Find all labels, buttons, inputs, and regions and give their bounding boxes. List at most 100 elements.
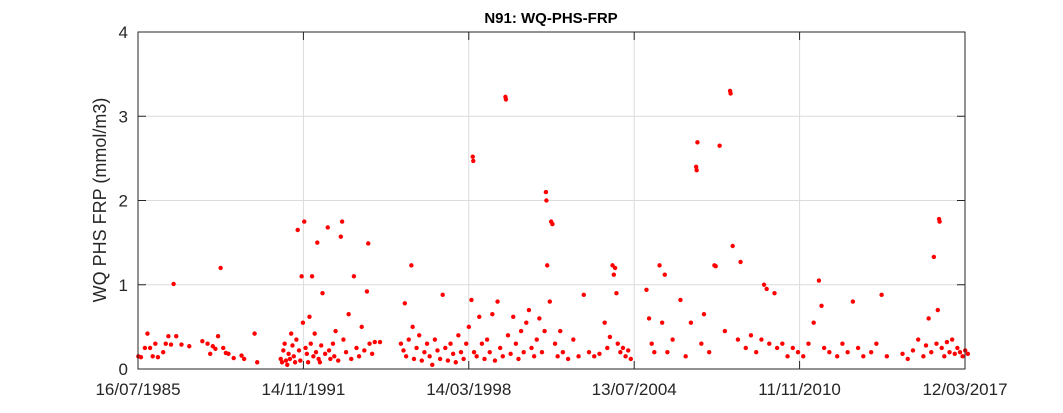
- data-point: [343, 349, 349, 355]
- data-point: [615, 341, 620, 346]
- data-point: [644, 287, 649, 293]
- data-point: [957, 349, 963, 355]
- data-point: [558, 328, 563, 334]
- data-point: [652, 349, 657, 355]
- data-point: [518, 328, 524, 334]
- data-point: [659, 320, 665, 325]
- data-point: [179, 342, 184, 347]
- data-point: [581, 292, 586, 298]
- data-point: [308, 341, 313, 346]
- data-point: [403, 354, 409, 359]
- data-point: [145, 331, 150, 336]
- data-point: [316, 356, 321, 362]
- data-point: [607, 334, 613, 340]
- x-tick-label: 16/07/1985: [95, 380, 180, 399]
- data-point: [774, 345, 780, 351]
- data-point: [576, 354, 581, 359]
- data-point: [471, 349, 477, 355]
- data-point: [717, 143, 722, 148]
- data-point: [302, 219, 307, 224]
- data-point: [299, 274, 304, 279]
- data-point: [905, 356, 910, 362]
- data-point: [713, 264, 718, 269]
- data-point: [287, 356, 293, 362]
- data-point: [448, 341, 453, 346]
- data-point: [346, 312, 351, 317]
- y-tick-label: 1: [119, 276, 128, 295]
- data-point: [665, 349, 670, 355]
- data-point: [307, 314, 312, 319]
- chart-title: N91: WQ-PHS-FRP: [484, 10, 617, 27]
- data-point: [618, 349, 623, 355]
- data-point: [620, 345, 626, 351]
- data-point: [477, 314, 482, 319]
- data-point: [171, 281, 176, 287]
- data-point: [552, 341, 558, 346]
- data-point: [748, 333, 754, 338]
- data-point: [722, 328, 728, 334]
- data-point: [884, 354, 890, 359]
- data-point: [484, 337, 490, 342]
- data-point: [414, 345, 419, 351]
- data-point: [743, 345, 748, 351]
- data-point: [456, 333, 461, 338]
- data-point: [623, 354, 628, 359]
- data-point: [937, 219, 942, 224]
- data-point: [239, 353, 244, 358]
- data-point: [801, 354, 806, 359]
- data-point: [364, 289, 370, 294]
- data-point: [155, 355, 161, 360]
- data-point: [474, 354, 479, 359]
- data-point: [359, 324, 364, 330]
- data-point: [398, 341, 404, 346]
- data-point: [471, 158, 476, 164]
- data-point: [291, 354, 296, 359]
- data-point: [955, 345, 960, 351]
- data-point: [303, 345, 308, 351]
- data-point: [693, 164, 699, 169]
- data-point: [735, 337, 741, 342]
- data-point: [879, 292, 884, 298]
- x-tick-label: 13/07/2004: [592, 380, 677, 399]
- grid-lines: [138, 32, 965, 369]
- data-point: [419, 358, 425, 363]
- data-point: [377, 339, 383, 345]
- data-point: [330, 341, 336, 346]
- data-point: [304, 351, 310, 357]
- data-point: [341, 337, 346, 342]
- data-point: [430, 362, 435, 367]
- data-point: [354, 345, 359, 351]
- data-point: [309, 274, 315, 279]
- data-point: [160, 349, 166, 355]
- data-point: [785, 354, 790, 359]
- data-point: [545, 263, 550, 268]
- data-point: [482, 356, 487, 362]
- data-point: [153, 341, 158, 346]
- data-point: [187, 344, 192, 349]
- data-point: [317, 360, 323, 365]
- data-point: [294, 337, 299, 342]
- data-point: [543, 189, 549, 195]
- data-point: [401, 348, 406, 353]
- data-point: [351, 274, 357, 279]
- x-tick-label: 11/11/2010: [758, 380, 841, 399]
- data-point: [931, 254, 937, 260]
- data-point: [560, 349, 566, 355]
- data-point: [699, 341, 704, 346]
- axis-ticks: [137, 31, 966, 370]
- data-point: [367, 341, 372, 346]
- data-point: [252, 331, 257, 336]
- data-point: [487, 349, 492, 355]
- data-point: [286, 351, 291, 357]
- data-point: [521, 349, 526, 355]
- data-point: [422, 349, 427, 355]
- data-point: [255, 360, 260, 365]
- data-point: [290, 343, 295, 348]
- data-point: [402, 301, 408, 306]
- data-point: [534, 337, 539, 342]
- y-tick-label: 3: [119, 107, 128, 126]
- data-point: [312, 331, 317, 336]
- data-point: [845, 349, 850, 355]
- data-point: [464, 341, 469, 346]
- data-point: [470, 154, 475, 159]
